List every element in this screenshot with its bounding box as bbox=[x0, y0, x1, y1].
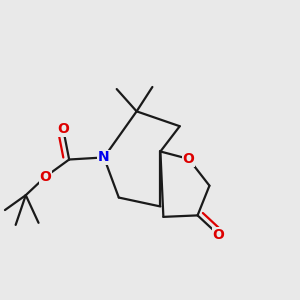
Text: O: O bbox=[57, 122, 69, 136]
Text: O: O bbox=[39, 170, 51, 184]
Text: O: O bbox=[183, 152, 195, 166]
Text: O: O bbox=[212, 228, 224, 242]
Text: N: N bbox=[98, 150, 110, 164]
